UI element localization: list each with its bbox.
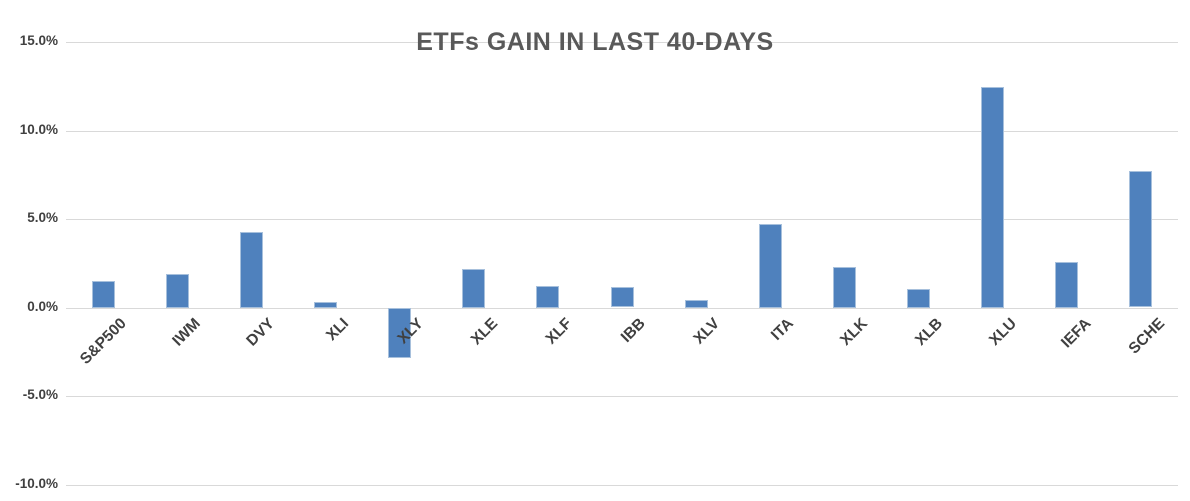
gridline-10.0%: [66, 131, 1178, 132]
x-category-label: IWM: [169, 315, 205, 350]
bar-IBB[interactable]: [611, 287, 634, 307]
bar-IWM[interactable]: [166, 274, 189, 308]
bar-XLB[interactable]: [907, 289, 930, 308]
x-category-label: XLK: [837, 315, 872, 349]
x-category-label: S&P500: [77, 315, 131, 368]
bar-XLF[interactable]: [536, 286, 559, 308]
bar-XLE[interactable]: [462, 269, 485, 308]
y-tick-label: 0.0%: [27, 299, 58, 314]
gridline-15.0%: [66, 42, 1178, 43]
x-category-label: XLI: [322, 315, 353, 345]
y-tick-label: 5.0%: [27, 210, 58, 225]
bar-SCHE[interactable]: [1129, 171, 1152, 307]
bar-XLK[interactable]: [833, 267, 856, 308]
bar-IEFA[interactable]: [1055, 262, 1078, 308]
bar-XLV[interactable]: [685, 300, 708, 308]
x-category-label: XLB: [912, 315, 947, 349]
bar-S&P500[interactable]: [92, 281, 115, 308]
x-category-label: XLU: [986, 315, 1021, 349]
bar-XLY[interactable]: [388, 308, 411, 358]
chart-title: ETFs GAIN IN LAST 40-DAYS: [416, 28, 774, 56]
gridline-0.0%: [66, 308, 1178, 309]
x-category-label: SCHE: [1125, 315, 1169, 358]
x-category-label: XLE: [467, 315, 502, 349]
x-category-label: XLV: [690, 315, 724, 348]
bar-XLU[interactable]: [981, 87, 1004, 308]
x-category-label: IEFA: [1057, 315, 1095, 352]
gridline--5.0%: [66, 396, 1178, 397]
y-tick-label: 15.0%: [19, 33, 58, 48]
x-category-label: ITA: [768, 315, 798, 344]
x-category-label: IBB: [618, 315, 650, 346]
bar-ITA[interactable]: [759, 224, 782, 308]
x-category-label: XLF: [542, 315, 576, 348]
y-tick-label: -10.0%: [15, 476, 58, 491]
y-tick-label: 10.0%: [19, 122, 58, 137]
gridline--10.0%: [66, 485, 1178, 486]
x-category-label: DVY: [243, 315, 279, 350]
gridline-5.0%: [66, 219, 1178, 220]
y-tick-label: -5.0%: [22, 387, 58, 402]
bar-XLI[interactable]: [314, 302, 337, 308]
bar-DVY[interactable]: [240, 232, 263, 308]
